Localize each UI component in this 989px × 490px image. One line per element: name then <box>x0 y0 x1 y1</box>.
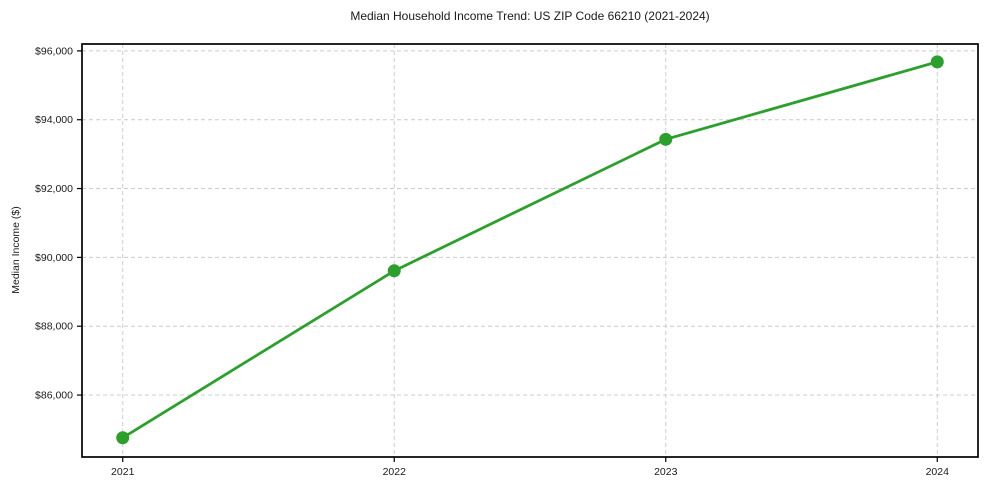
data-point-marker <box>659 132 673 146</box>
x-tick-label: 2021 <box>111 466 135 478</box>
data-points <box>116 55 944 445</box>
y-tick-label: $88,000 <box>35 321 73 333</box>
y-tick-label: $90,000 <box>35 252 73 264</box>
income-trend-line <box>121 60 939 440</box>
axes-spines <box>81 43 979 458</box>
y-tick-label: $94,000 <box>35 114 73 126</box>
grid-lines <box>82 44 978 457</box>
data-point-marker <box>116 431 130 445</box>
y-tick-label: $96,000 <box>35 45 73 57</box>
x-tick-label: 2022 <box>383 466 407 478</box>
x-tick-label: 2024 <box>926 466 950 478</box>
y-axis-ticks: $86,000 $88,000 $90,000 $92,000 $94,000 $96,0… <box>35 45 82 402</box>
x-axis-ticks: 2021 2022 2023 2024 <box>111 457 949 478</box>
chart-title: Median Household Income Trend: US ZIP Co… <box>350 9 710 23</box>
data-point-marker <box>930 55 944 69</box>
x-tick-label: 2023 <box>654 466 678 478</box>
y-tick-label: $86,000 <box>35 390 73 402</box>
data-point-marker <box>387 264 401 278</box>
y-tick-label: $92,000 <box>35 183 73 195</box>
